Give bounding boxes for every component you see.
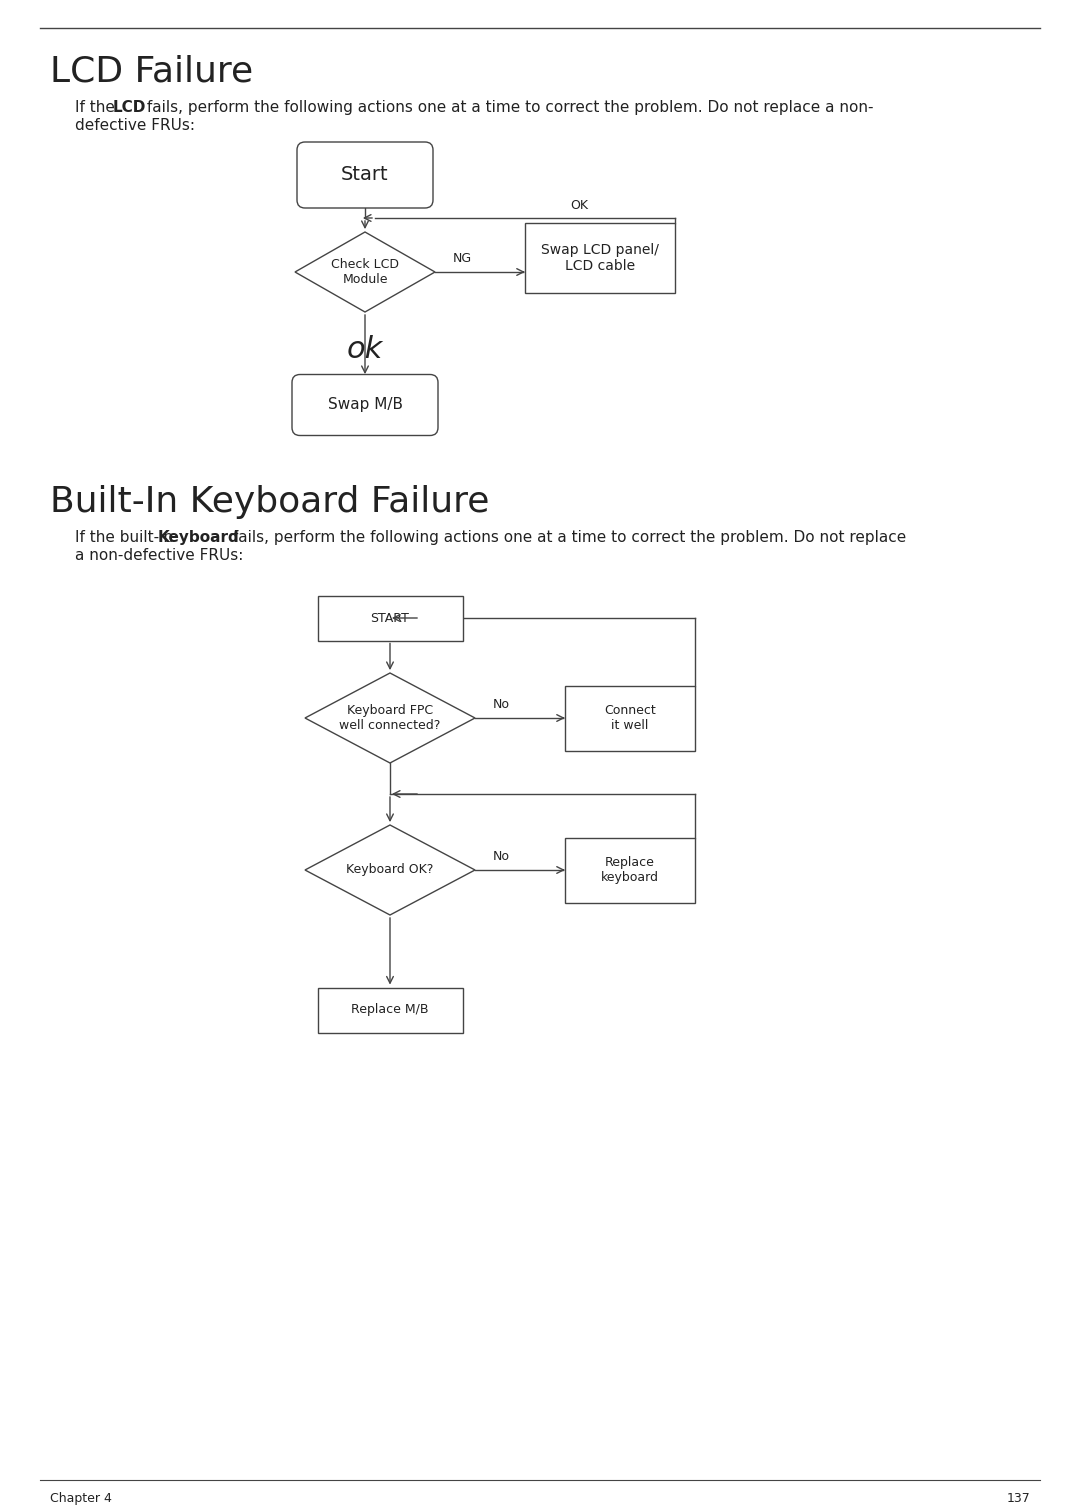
- Polygon shape: [295, 231, 435, 311]
- Bar: [318, 987, 462, 1033]
- Text: Start: Start: [341, 165, 389, 184]
- Text: Keyboard: Keyboard: [158, 531, 240, 544]
- Bar: [565, 685, 696, 750]
- Bar: [318, 596, 462, 641]
- Text: If the built-in: If the built-in: [75, 531, 178, 544]
- Text: LCD: LCD: [113, 100, 147, 115]
- FancyBboxPatch shape: [292, 375, 438, 435]
- Polygon shape: [305, 826, 475, 915]
- Text: Replace M/B: Replace M/B: [351, 1004, 429, 1016]
- Bar: [525, 222, 675, 293]
- Bar: [565, 838, 696, 903]
- Text: No: No: [492, 699, 510, 711]
- Text: LCD Failure: LCD Failure: [50, 54, 253, 89]
- Text: a non-defective FRUs:: a non-defective FRUs:: [75, 547, 243, 562]
- Text: No: No: [492, 850, 510, 863]
- Text: Swap LCD panel/
LCD cable: Swap LCD panel/ LCD cable: [541, 243, 659, 274]
- Text: Swap M/B: Swap M/B: [327, 398, 403, 413]
- FancyBboxPatch shape: [297, 142, 433, 209]
- Text: Check LCD
Module: Check LCD Module: [330, 259, 399, 286]
- Text: fails, perform the following actions one at a time to correct the problem. Do no: fails, perform the following actions one…: [141, 100, 874, 115]
- Text: Keyboard OK?: Keyboard OK?: [347, 863, 434, 877]
- Text: NG: NG: [453, 253, 472, 265]
- Text: defective FRUs:: defective FRUs:: [75, 118, 195, 133]
- Text: Built-In Keyboard Failure: Built-In Keyboard Failure: [50, 485, 489, 519]
- Polygon shape: [305, 673, 475, 764]
- Text: Keyboard FPC
well connected?: Keyboard FPC well connected?: [339, 705, 441, 732]
- Text: Chapter 4: Chapter 4: [50, 1492, 112, 1504]
- Text: Replace
keyboard: Replace keyboard: [600, 856, 659, 885]
- Text: ok: ok: [347, 336, 383, 364]
- Text: START: START: [370, 611, 409, 624]
- Text: OK: OK: [570, 200, 588, 212]
- Text: Connect
it well: Connect it well: [604, 705, 656, 732]
- Text: fails, perform the following actions one at a time to correct the problem. Do no: fails, perform the following actions one…: [228, 531, 906, 544]
- Text: 137: 137: [1007, 1492, 1030, 1504]
- Text: If the: If the: [75, 100, 120, 115]
